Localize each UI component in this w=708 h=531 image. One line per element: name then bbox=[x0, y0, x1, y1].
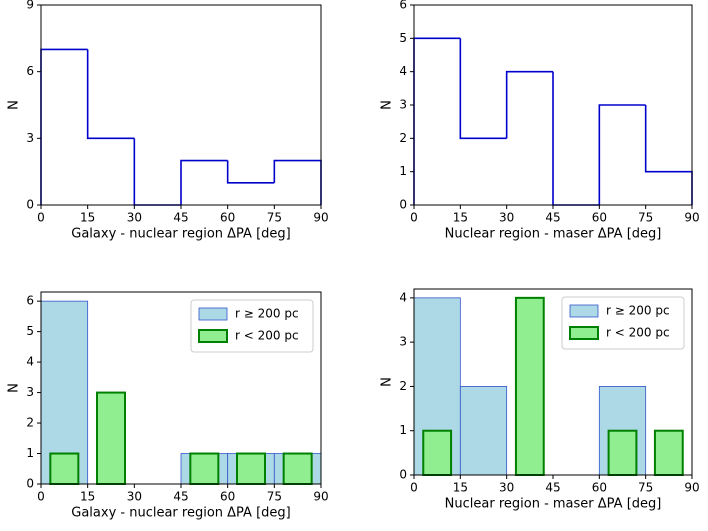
x-tick-label: 90 bbox=[313, 211, 328, 225]
y-tick-label: 4 bbox=[26, 355, 34, 369]
hist-step bbox=[133, 138, 181, 206]
hist-bar bbox=[236, 452, 266, 485]
x-tick-label: 15 bbox=[453, 481, 468, 495]
y-tick-label: 6 bbox=[399, 0, 407, 12]
hist-bar bbox=[282, 452, 313, 485]
hist-bar bbox=[49, 452, 80, 485]
y-tick-label: 5 bbox=[26, 324, 34, 338]
x-tick-label: 0 bbox=[410, 211, 418, 225]
y-tick-label: 0 bbox=[26, 198, 34, 212]
y-axis-label: N bbox=[7, 383, 22, 393]
y-tick-label: 1 bbox=[399, 423, 407, 437]
x-tick-label: 60 bbox=[592, 481, 607, 495]
x-tick-label: 45 bbox=[545, 481, 560, 495]
y-tick-label: 0 bbox=[399, 468, 407, 482]
hist-bar bbox=[607, 429, 638, 477]
y-axis-label: N bbox=[380, 100, 395, 110]
hist-step bbox=[552, 71, 600, 206]
y-tick-label: 0 bbox=[26, 477, 34, 491]
y-tick-label: 3 bbox=[399, 98, 407, 112]
x-tick-label: 0 bbox=[37, 490, 45, 504]
hist-step bbox=[598, 104, 646, 205]
y-tick-label: 3 bbox=[26, 131, 34, 145]
x-axis-label: Galaxy - nuclear region ΔPA [deg] bbox=[71, 506, 290, 521]
legend-swatch bbox=[198, 329, 228, 343]
x-tick-label: 30 bbox=[127, 211, 142, 225]
x-tick-label: 15 bbox=[80, 211, 95, 225]
x-tick-label: 60 bbox=[592, 211, 607, 225]
hist-bar bbox=[514, 296, 545, 476]
x-tick-label: 15 bbox=[80, 490, 95, 504]
x-axis-label: Galaxy - nuclear region ΔPA [deg] bbox=[71, 227, 290, 242]
y-tick-label: 4 bbox=[399, 64, 407, 78]
hist-bar bbox=[459, 386, 508, 476]
x-tick-label: 75 bbox=[638, 211, 653, 225]
y-tick-label: 9 bbox=[26, 0, 34, 12]
hist-step bbox=[226, 160, 275, 184]
hist-step bbox=[86, 49, 135, 140]
x-tick-label: 60 bbox=[220, 211, 235, 225]
y-tick-label: 0 bbox=[399, 198, 407, 212]
x-tick-label: 15 bbox=[453, 211, 468, 225]
legend-swatch bbox=[569, 304, 599, 318]
x-tick-label: 75 bbox=[638, 481, 653, 495]
x-tick-label: 60 bbox=[220, 490, 235, 504]
x-tick-label: 0 bbox=[410, 481, 418, 495]
y-tick-label: 1 bbox=[399, 164, 407, 178]
y-tick-label: 1 bbox=[26, 446, 34, 460]
hist-step bbox=[180, 159, 228, 205]
y-tick-label: 3 bbox=[26, 385, 34, 399]
y-tick-label: 6 bbox=[26, 294, 34, 308]
y-tick-label: 5 bbox=[399, 31, 407, 45]
legend-swatch bbox=[198, 307, 228, 321]
x-axis-label: Nuclear region - maser ΔPA [deg] bbox=[445, 227, 662, 242]
x-tick-label: 75 bbox=[267, 490, 282, 504]
y-tick-label: 2 bbox=[399, 379, 407, 393]
x-tick-label: 90 bbox=[684, 481, 699, 495]
x-tick-label: 45 bbox=[173, 211, 188, 225]
x-tick-label: 90 bbox=[313, 490, 328, 504]
legend-label: r ≥ 200 pc bbox=[606, 304, 670, 318]
hist-step bbox=[459, 38, 507, 140]
hist-bar bbox=[96, 391, 126, 486]
x-tick-label: 90 bbox=[684, 211, 699, 225]
y-axis-label: N bbox=[7, 100, 22, 110]
x-tick-label: 45 bbox=[545, 211, 560, 225]
y-tick-label: 4 bbox=[399, 290, 407, 304]
y-tick-label: 2 bbox=[399, 131, 407, 145]
legend-label: r ≥ 200 pc bbox=[235, 307, 299, 321]
x-tick-label: 0 bbox=[37, 211, 45, 225]
y-tick-label: 2 bbox=[26, 416, 34, 430]
x-tick-label: 75 bbox=[267, 211, 282, 225]
hist-step bbox=[505, 70, 553, 139]
x-tick-label: 30 bbox=[499, 211, 514, 225]
hist-bar bbox=[189, 452, 220, 485]
legend-label: r < 200 pc bbox=[235, 329, 299, 343]
legend-label: r < 200 pc bbox=[606, 326, 670, 340]
x-tick-label: 30 bbox=[499, 481, 514, 495]
x-tick-label: 30 bbox=[127, 490, 142, 504]
hist-step bbox=[40, 48, 88, 205]
legend-swatch bbox=[569, 326, 599, 340]
hist-bar bbox=[422, 429, 453, 477]
hist-step bbox=[644, 105, 693, 205]
x-axis-label: Nuclear region - maser ΔPA [deg] bbox=[445, 497, 662, 512]
hist-step bbox=[413, 37, 461, 205]
hist-bar bbox=[653, 429, 684, 477]
y-tick-label: 6 bbox=[26, 64, 34, 78]
x-tick-label: 45 bbox=[173, 490, 188, 504]
y-tick-label: 3 bbox=[399, 335, 407, 349]
y-axis-label: N bbox=[380, 377, 395, 387]
hist-step bbox=[273, 159, 322, 205]
